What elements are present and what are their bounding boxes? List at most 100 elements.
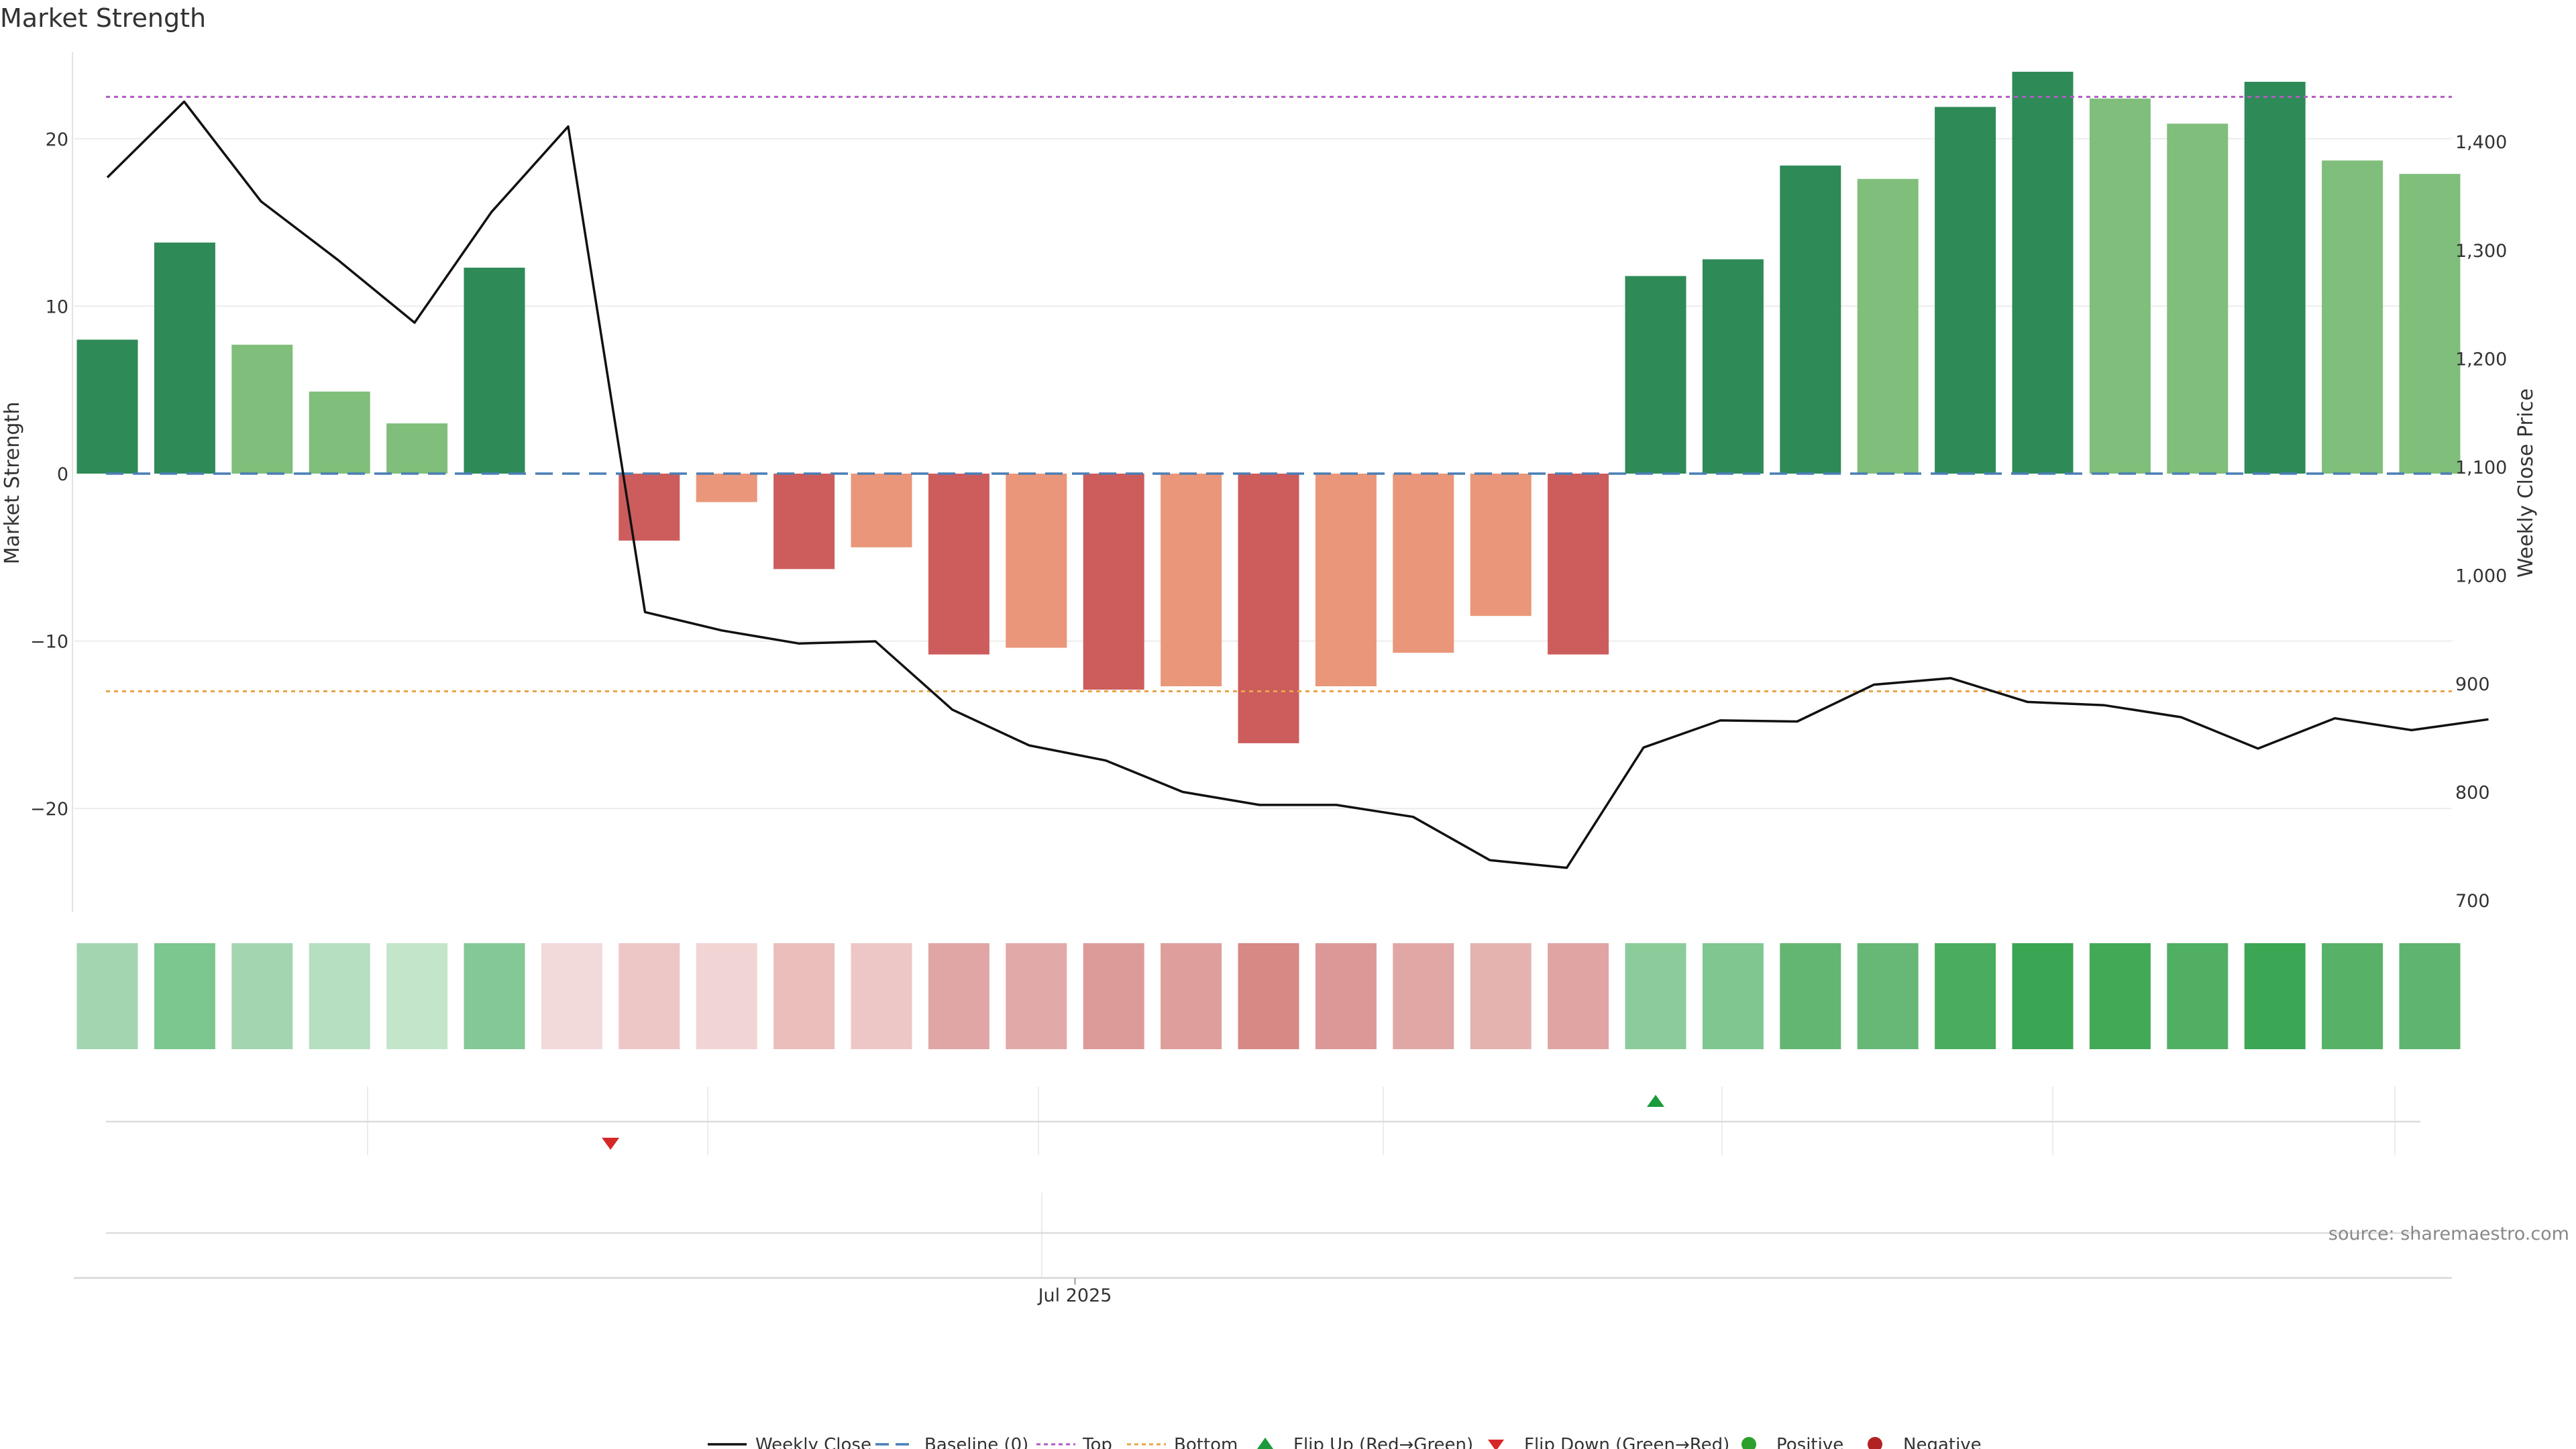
heat-cell (2012, 943, 2074, 1049)
strength-bar (2167, 123, 2229, 474)
heat-cell (76, 943, 138, 1049)
left-tick-label: −20 (30, 799, 68, 820)
strength-bar (2012, 71, 2074, 474)
strength-bar (1006, 474, 1067, 648)
legend-flip-up-swatch (1257, 1438, 1273, 1449)
strength-bar (1393, 474, 1454, 653)
strength-bar (2322, 160, 2383, 474)
legend-label: Negative (1903, 1435, 1982, 1449)
legend-label: Flip Up (Red→Green) (1293, 1435, 1473, 1449)
strength-bar (464, 268, 525, 474)
right-tick-label: 1,400 (2455, 132, 2507, 153)
heat-cell (464, 943, 525, 1049)
left-axis-ticks: 20 10 0 −10 −20 (30, 129, 68, 820)
right-tick-label: 1,300 (2455, 241, 2507, 262)
right-tick-label: 800 (2455, 783, 2490, 804)
strength-bar (1083, 474, 1144, 690)
left-tick-label: 10 (46, 297, 68, 317)
right-tick-label: 900 (2455, 674, 2490, 695)
reference-lines (106, 95, 2452, 693)
strength-bar (1470, 474, 1532, 616)
strength-bar (1780, 165, 1841, 474)
flip-up-marker (1647, 1095, 1664, 1107)
x-tick-label: Jul 2025 (1037, 1285, 1112, 1306)
legend-flip-down-swatch (1488, 1440, 1504, 1449)
chart-title: Market Strength (0, 3, 206, 33)
right-tick-label: 1,200 (2455, 349, 2507, 370)
strength-bar (2089, 98, 2151, 474)
legend-negative-swatch (1868, 1437, 1882, 1449)
strength-bar (2244, 81, 2306, 474)
strength-bar (1161, 474, 1222, 687)
heat-cell (154, 943, 215, 1049)
strength-bar (2399, 174, 2461, 474)
strength-bar (1315, 474, 1377, 687)
strength-bars (76, 71, 2461, 743)
left-tick-label: −10 (30, 632, 68, 653)
heat-cell (851, 943, 912, 1049)
heat-cell (619, 943, 680, 1049)
strength-bar (386, 423, 448, 474)
heat-cell (1702, 943, 1764, 1049)
heat-cell (2322, 943, 2383, 1049)
left-tick-label: 0 (57, 464, 68, 485)
heat-cell (1780, 943, 1841, 1049)
heat-cell (386, 943, 448, 1049)
heat-cell (1161, 943, 1222, 1049)
legend-label: Positive (1776, 1435, 1843, 1449)
strength-bar (773, 474, 835, 570)
strength-bar (1548, 474, 1609, 655)
right-axis-label: Weekly Close Price (2514, 388, 2538, 578)
heat-cell (1935, 943, 1996, 1049)
strength-bar (1857, 178, 1919, 474)
right-tick-label: 700 (2455, 891, 2490, 912)
heat-cell (1857, 943, 1919, 1049)
strength-bar (231, 344, 293, 474)
heat-cell (1625, 943, 1686, 1049)
lower-panel (74, 1193, 2452, 1279)
strength-bar (851, 474, 912, 547)
legend-positive-swatch (1741, 1437, 1756, 1449)
legend-label: Baseline (0) (924, 1435, 1028, 1449)
heat-cell (1315, 943, 1377, 1049)
heat-cell (1393, 943, 1454, 1049)
heat-cell (2167, 943, 2229, 1049)
strength-bar (76, 339, 138, 474)
heat-strip (76, 943, 2461, 1049)
legend-label: Weekly Close (755, 1435, 871, 1449)
heat-cell (2089, 943, 2151, 1049)
left-tick-label: 20 (46, 129, 68, 150)
strength-bar (1625, 276, 1686, 474)
heat-cell (1548, 943, 1609, 1049)
heat-cell (1083, 943, 1144, 1049)
legend-label: Bottom (1174, 1435, 1238, 1449)
heat-cell (1470, 943, 1532, 1049)
heat-cell (1006, 943, 1067, 1049)
strength-bar (1702, 259, 1764, 474)
left-axis-label: Market Strength (1, 402, 24, 564)
strength-bar (154, 242, 215, 474)
strength-bar (928, 474, 989, 655)
right-tick-label: 1,000 (2455, 566, 2507, 586)
right-axis-ticks: 1,400 1,300 1,200 1,100 1,000 900 800 700 (2455, 132, 2507, 912)
heat-cell (541, 943, 602, 1049)
heat-cell (2399, 943, 2461, 1049)
strength-bar (309, 391, 370, 474)
heat-cell (231, 943, 293, 1049)
x-axis-ticks: Jul 2025 (1037, 1278, 1112, 1306)
weekly-close-line (106, 100, 2489, 869)
source-note: source: sharemaestro.com (2328, 1224, 2569, 1244)
heat-cell (1238, 943, 1299, 1049)
heat-cell (2244, 943, 2306, 1049)
strength-bar (1238, 474, 1299, 743)
heat-cell (309, 943, 370, 1049)
legend-label: Top (1082, 1435, 1112, 1449)
strength-bar (696, 474, 757, 502)
strength-bar (1935, 107, 1996, 474)
heat-cell (773, 943, 835, 1049)
right-tick-label: 1,100 (2455, 458, 2507, 478)
weekly-close-series (106, 100, 2489, 869)
legend-label: Flip Down (Green→Red) (1524, 1435, 1729, 1449)
flip-down-marker (602, 1138, 620, 1150)
